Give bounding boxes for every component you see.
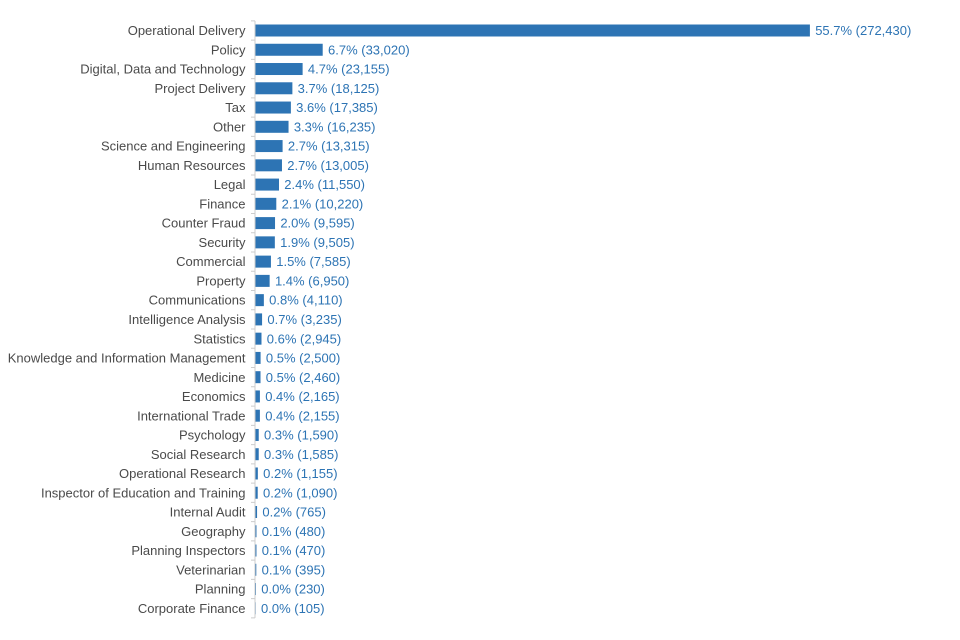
svg-text:Legal: Legal — [214, 177, 246, 192]
svg-text:Other: Other — [213, 119, 246, 134]
svg-text:Internal Audit: Internal Audit — [170, 505, 246, 520]
svg-text:Property: Property — [196, 273, 246, 288]
svg-text:Digital, Data and Technology: Digital, Data and Technology — [80, 62, 246, 77]
svg-text:6.7% (33,020): 6.7% (33,020) — [328, 42, 410, 57]
svg-text:Veterinarian: Veterinarian — [176, 562, 245, 577]
svg-text:Corporate Finance: Corporate Finance — [138, 601, 246, 616]
svg-text:International Trade: International Trade — [137, 408, 245, 423]
svg-text:0.2% (1,090): 0.2% (1,090) — [263, 485, 337, 500]
svg-text:0.0% (105): 0.0% (105) — [261, 601, 325, 616]
svg-text:Project Delivery: Project Delivery — [154, 81, 246, 96]
svg-text:0.7% (3,235): 0.7% (3,235) — [267, 312, 341, 327]
svg-text:2.1% (10,220): 2.1% (10,220) — [282, 196, 364, 211]
svg-text:Science and Engineering: Science and Engineering — [101, 139, 246, 154]
svg-text:0.2% (765): 0.2% (765) — [262, 505, 326, 520]
svg-text:Operational Delivery: Operational Delivery — [128, 23, 246, 38]
svg-text:Medicine: Medicine — [193, 370, 245, 385]
svg-text:3.6% (17,385): 3.6% (17,385) — [296, 100, 378, 115]
svg-text:0.0% (230): 0.0% (230) — [261, 582, 325, 597]
svg-text:Communications: Communications — [149, 293, 246, 308]
svg-text:Security: Security — [199, 235, 246, 250]
svg-text:Finance: Finance — [199, 196, 245, 211]
svg-text:0.4% (2,155): 0.4% (2,155) — [265, 408, 339, 423]
svg-text:Knowledge and Information Mana: Knowledge and Information Management — [8, 351, 246, 366]
svg-text:0.3% (1,590): 0.3% (1,590) — [264, 428, 338, 443]
svg-text:2.4% (11,550): 2.4% (11,550) — [284, 177, 365, 192]
svg-text:3.7% (18,125): 3.7% (18,125) — [298, 81, 380, 96]
svg-text:0.8% (4,110): 0.8% (4,110) — [269, 293, 342, 308]
svg-text:Inspector of Education and Tra: Inspector of Education and Training — [41, 485, 246, 500]
svg-text:Social Research: Social Research — [151, 447, 246, 462]
svg-text:0.3% (1,585): 0.3% (1,585) — [264, 447, 338, 462]
svg-text:Statistics: Statistics — [193, 331, 246, 346]
svg-text:Counter Fraud: Counter Fraud — [162, 216, 246, 231]
svg-text:0.1% (395): 0.1% (395) — [262, 562, 326, 577]
svg-text:0.2% (1,155): 0.2% (1,155) — [263, 466, 337, 481]
svg-text:2.7% (13,315): 2.7% (13,315) — [288, 139, 370, 154]
svg-text:Geography: Geography — [181, 524, 246, 539]
svg-text:1.4% (6,950): 1.4% (6,950) — [275, 273, 349, 288]
svg-text:3.3% (16,235): 3.3% (16,235) — [294, 119, 376, 134]
svg-text:Psychology: Psychology — [179, 428, 246, 443]
svg-text:Operational Research: Operational Research — [119, 466, 245, 481]
svg-text:0.5% (2,460): 0.5% (2,460) — [266, 370, 340, 385]
svg-text:4.7% (23,155): 4.7% (23,155) — [308, 62, 390, 77]
svg-text:Tax: Tax — [225, 100, 246, 115]
svg-text:1.5% (7,585): 1.5% (7,585) — [276, 254, 350, 269]
svg-text:1.9% (9,505): 1.9% (9,505) — [280, 235, 354, 250]
svg-text:Planning Inspectors: Planning Inspectors — [131, 543, 246, 558]
svg-text:Human Resources: Human Resources — [138, 158, 246, 173]
svg-text:Planning: Planning — [195, 582, 246, 597]
svg-text:Economics: Economics — [182, 389, 246, 404]
svg-text:0.1% (470): 0.1% (470) — [262, 543, 326, 558]
svg-text:Intelligence Analysis: Intelligence Analysis — [128, 312, 246, 327]
svg-text:0.4% (2,165): 0.4% (2,165) — [265, 389, 339, 404]
svg-text:0.6% (2,945): 0.6% (2,945) — [267, 331, 341, 346]
svg-text:Policy: Policy — [211, 42, 246, 57]
svg-text:2.0% (9,595): 2.0% (9,595) — [280, 216, 354, 231]
svg-text:2.7% (13,005): 2.7% (13,005) — [287, 158, 369, 173]
svg-text:Commercial: Commercial — [176, 254, 245, 269]
svg-text:0.5% (2,500): 0.5% (2,500) — [266, 351, 340, 366]
svg-text:0.1% (480): 0.1% (480) — [262, 524, 326, 539]
svg-text:55.7% (272,430): 55.7% (272,430) — [815, 23, 911, 38]
